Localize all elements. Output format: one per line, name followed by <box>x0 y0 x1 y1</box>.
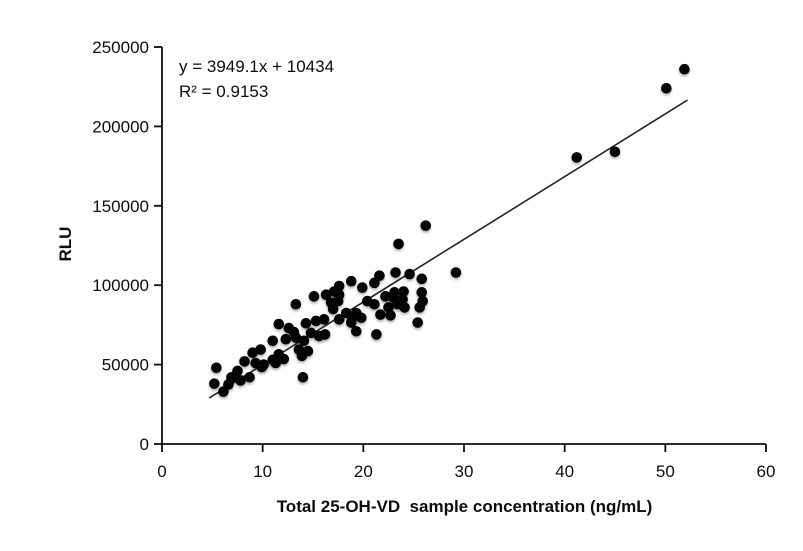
data-point <box>267 335 279 347</box>
data-point <box>308 291 320 302</box>
data-point <box>385 310 396 321</box>
x-tick-label: 0 <box>157 462 166 481</box>
data-point <box>302 345 314 357</box>
x-tick-label: 20 <box>354 462 373 481</box>
data-point <box>661 82 672 94</box>
chart-canvas: 0 50000 100000 150000 200000 250000 0 10 20 30 40 5… <box>92 38 776 481</box>
data-point <box>356 312 367 324</box>
data-point <box>211 362 222 374</box>
trendline-annotation: y = 3949.1x + 10434 R² = 0.9153 <box>179 54 334 104</box>
data-point <box>380 291 391 302</box>
data-point <box>280 333 292 345</box>
y-tick-label: 150000 <box>92 197 149 216</box>
data-point <box>327 303 339 315</box>
data-point <box>310 315 322 327</box>
data-point <box>390 267 401 278</box>
r-squared-label: R² = 0.9153 <box>179 82 269 101</box>
data-point <box>300 318 312 329</box>
data-point <box>297 372 309 383</box>
y-tick-label: 250000 <box>92 38 149 57</box>
data-point <box>235 375 246 386</box>
data-point <box>398 286 409 297</box>
x-tick-label: 30 <box>455 462 474 481</box>
y-axis-title: RLU <box>56 226 75 262</box>
y-tick-label: 100000 <box>92 276 149 295</box>
data-point <box>450 267 462 278</box>
x-tick-label: 60 <box>757 462 776 481</box>
axes <box>161 47 766 445</box>
y-tick-label: 200000 <box>92 117 149 136</box>
data-point <box>420 220 432 231</box>
data-point <box>247 347 258 358</box>
data-point <box>369 298 380 310</box>
scatter-chart-figure: 0 50000 100000 150000 200000 250000 0 10 20 30 40 5… <box>40 16 803 535</box>
data-point <box>371 329 382 340</box>
data-point <box>374 270 385 281</box>
data-point <box>255 344 266 355</box>
data-point <box>393 238 404 250</box>
data-point <box>239 356 250 367</box>
data-point <box>319 329 331 340</box>
data-point <box>258 359 269 370</box>
data-point <box>389 287 400 298</box>
data-point <box>270 357 282 369</box>
data-point <box>290 298 302 310</box>
equation-label: y = 3949.1x + 10434 <box>179 57 335 76</box>
data-point <box>333 314 345 325</box>
trendline <box>208 99 688 399</box>
data-point <box>412 317 423 328</box>
data-point <box>383 302 394 313</box>
data-point <box>609 146 621 158</box>
data-point <box>397 294 408 305</box>
data-point <box>318 314 330 325</box>
data-point <box>416 273 428 285</box>
data-point <box>417 295 429 307</box>
data-point <box>273 318 285 330</box>
data-point <box>333 280 345 292</box>
data-point <box>298 335 310 347</box>
data-point <box>399 302 410 313</box>
data-point <box>350 325 362 337</box>
data-point <box>357 282 368 293</box>
data-point <box>209 378 220 389</box>
data-point <box>345 275 357 287</box>
data-point <box>278 353 290 365</box>
y-tick-label: 50000 <box>102 356 149 375</box>
data-point <box>333 289 345 301</box>
x-tick-label: 50 <box>656 462 675 481</box>
y-tick-label: 0 <box>140 435 149 454</box>
x-axis-title: Total 25-OH-VD sample concentration (ng/… <box>276 497 653 516</box>
x-tick-label: 40 <box>555 462 574 481</box>
data-point <box>244 372 255 383</box>
data-point <box>320 289 332 301</box>
data-point <box>679 63 690 75</box>
data-point <box>290 332 302 343</box>
data-point <box>416 287 428 298</box>
data-point <box>375 309 386 320</box>
data-point <box>305 327 317 339</box>
data-point <box>571 152 583 163</box>
data-point <box>232 365 243 377</box>
data-point <box>404 268 415 280</box>
x-tick-label: 10 <box>253 462 272 481</box>
